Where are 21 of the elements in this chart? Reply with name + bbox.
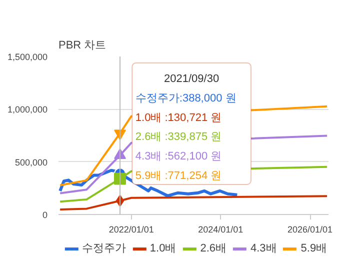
annotation: 4.3배 :562,100 원 — [135, 150, 222, 162]
x-tick-label: 2024/01/01 — [198, 224, 244, 234]
annotation: 5.9배 :771,254 원 — [135, 170, 222, 182]
legend-label: 5.9배 — [300, 242, 328, 256]
annotation: 2.6배 :339,875 원 — [135, 131, 222, 144]
y-tick-label: 500,000 — [14, 157, 48, 168]
chart-title: PBR 차트 — [58, 40, 106, 52]
legend-label: 수정주가 — [82, 242, 126, 256]
y-tick-label: 1,500,000 — [7, 52, 48, 62]
y-tick-label: 0 — [42, 210, 48, 220]
x-tick-label: 2026/01/01 — [288, 224, 333, 234]
legend-label: 4.3배 — [250, 242, 277, 256]
point — [114, 172, 126, 185]
annotation: 2021/09/30 — [164, 73, 220, 86]
x-tick-label: 2022/01/01 — [108, 224, 154, 234]
annotation: 수정주가:388,000 원 — [135, 92, 236, 105]
annotation: 1.0배 :130,721 원 — [135, 112, 222, 124]
legend-label: 2.6배 — [200, 242, 226, 256]
legend-label: 1.0배 — [150, 242, 176, 256]
line-series — [59, 194, 328, 211]
y-tick-label: 1,000,000 — [7, 104, 48, 115]
